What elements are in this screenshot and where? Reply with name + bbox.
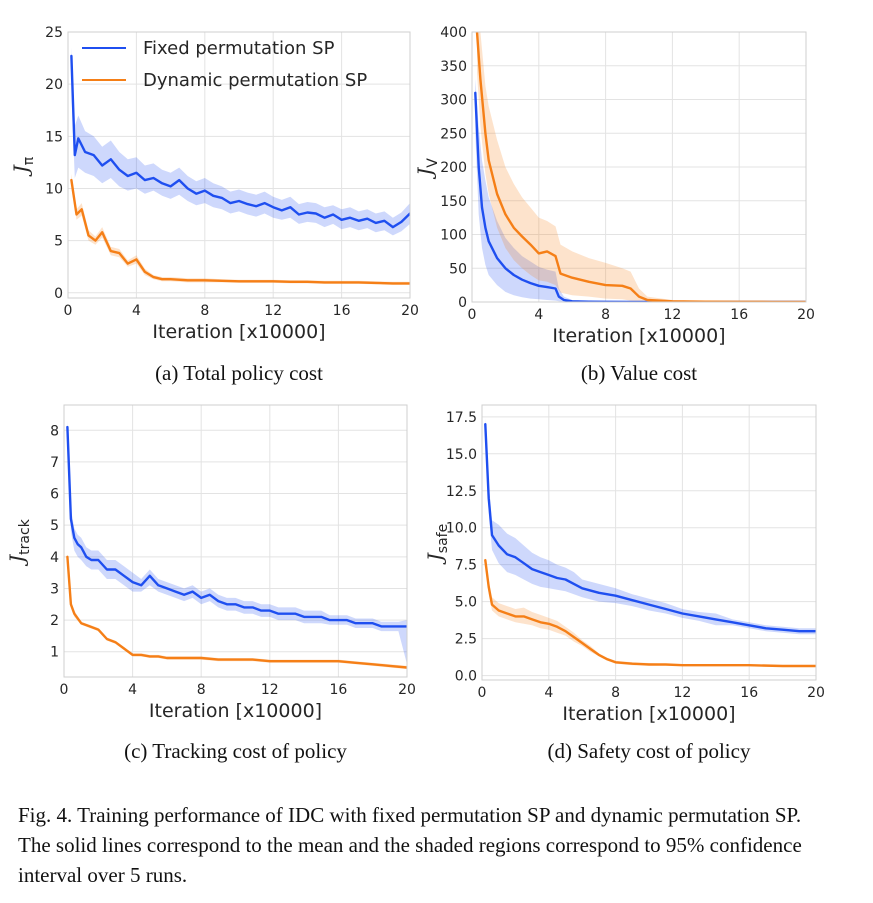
y-tick-label: 2 [50, 613, 59, 629]
y-tick-label: 8 [50, 423, 59, 439]
y-tick-label: 0 [54, 286, 63, 302]
y-tick-label: 17.5 [446, 410, 477, 426]
chart-a: 0 4 8 12 16 20 0 5 10 15 20 25 Iteration [x10000] Jπ (… [9, 25, 419, 385]
subcaption-d: (d) Safety cost of policy [548, 739, 751, 763]
y-tick-label: 10.0 [446, 521, 477, 537]
subcaption-c: (c) Tracking cost of policy [124, 739, 347, 763]
x-tick-label: 0 [468, 307, 477, 323]
x-tick-label: 4 [534, 307, 543, 323]
y-tick-label: 15.0 [446, 447, 477, 463]
subcaption-a: (a) Total policy cost [155, 361, 323, 385]
x-tick-label: 12 [264, 303, 282, 319]
y-tick-label: 7 [50, 455, 59, 471]
y-tick-label: 0.0 [455, 669, 477, 685]
series-line-dynamic [66, 555, 407, 669]
plot-frame [63, 404, 408, 678]
x-tick-label: 12 [663, 307, 681, 323]
x-tick-label: 0 [64, 303, 73, 319]
y-tick-label: 4 [50, 550, 59, 566]
y-tick-label: 5.0 [455, 595, 477, 611]
confidence-band-fixed [67, 420, 407, 665]
y-tick-label: 10 [45, 181, 63, 197]
y-tick-label: 350 [440, 59, 467, 75]
y-tick-label: 1 [50, 645, 59, 661]
series-line-dynamic [475, 32, 806, 302]
y-tick-label: 15 [45, 129, 63, 145]
y-tick-label: 5 [50, 518, 59, 534]
y-tick-label: 12.5 [446, 484, 477, 500]
x-tick-label: 8 [200, 303, 209, 319]
x-tick-label: 20 [797, 307, 815, 323]
subcaption-b: (b) Value cost [581, 361, 697, 385]
series-line-fixed [484, 423, 816, 633]
x-tick-label: 20 [398, 682, 416, 698]
y-tick-label: 5 [54, 234, 63, 250]
x-tick-label: 16 [730, 307, 748, 323]
series-line-fixed [70, 54, 410, 229]
y-tick-label: 25 [45, 25, 63, 41]
x-tick-label: 16 [333, 303, 351, 319]
x-tick-label: 12 [673, 685, 691, 701]
x-tick-label: 8 [611, 685, 620, 701]
y-tick-label: 6 [50, 487, 59, 503]
y-axis-label: Jtrack [5, 518, 33, 567]
figure-caption: Fig. 4. Training performance of IDC with… [18, 803, 802, 887]
y-tick-label: 250 [440, 126, 467, 142]
x-axis-label: Iteration [x10000] [552, 325, 725, 347]
x-tick-label: 4 [544, 685, 553, 701]
x-tick-label: 4 [132, 303, 141, 319]
x-axis-label: Iteration [x10000] [149, 700, 322, 722]
x-tick-label: 8 [601, 307, 610, 323]
x-axis-label: Iteration [x10000] [152, 321, 325, 343]
y-tick-label: 2.5 [455, 632, 477, 648]
x-tick-label: 20 [807, 685, 825, 701]
y-tick-label: 50 [449, 261, 467, 277]
y-tick-label: 20 [45, 77, 63, 93]
series-line-dynamic [70, 178, 410, 285]
x-tick-label: 16 [740, 685, 758, 701]
x-tick-label: 20 [401, 303, 419, 319]
x-tick-label: 4 [128, 682, 137, 698]
series-line-dynamic [484, 559, 816, 668]
series-line-fixed [66, 425, 407, 628]
legend-label: Fixed permutation SP [143, 38, 335, 59]
x-tick-label: 12 [261, 682, 279, 698]
confidence-band-fixed [71, 47, 410, 236]
y-tick-label: 100 [440, 228, 467, 244]
confidence-band-fixed [475, 79, 806, 302]
y-tick-label: 200 [440, 160, 467, 176]
y-tick-label: 400 [440, 25, 467, 41]
x-tick-label: 0 [60, 682, 69, 698]
chart-b: 0 4 8 12 16 20050100150200250300350400Iterati… [413, 25, 815, 385]
y-axis-label: Jsafe [423, 524, 451, 565]
legend-label: Dynamic permutation SP [143, 70, 367, 91]
y-tick-label: 3 [50, 581, 59, 597]
y-tick-label: 7.5 [455, 558, 477, 574]
plot-frame [481, 404, 817, 681]
y-tick-label: 300 [440, 93, 467, 109]
y-tick-label: 150 [440, 194, 467, 210]
x-tick-label: 16 [329, 682, 347, 698]
y-tick-label: 0 [458, 295, 467, 311]
x-tick-label: 8 [197, 682, 206, 698]
x-tick-label: 0 [478, 685, 487, 701]
y-axis-label: JV [413, 158, 441, 180]
x-axis-label: Iteration [x10000] [562, 703, 735, 725]
plot-frame [67, 31, 411, 299]
plot-frame [471, 31, 807, 303]
chart-d: 0 4 8 12 16 20 0.0 2.5 5.0 7.5 10.0 12.5 15.0 17.5 Ite… [423, 404, 825, 763]
y-axis-label: Jπ [9, 156, 37, 177]
legend: Fixed permutation SP Dynamic permutation … [82, 38, 367, 91]
